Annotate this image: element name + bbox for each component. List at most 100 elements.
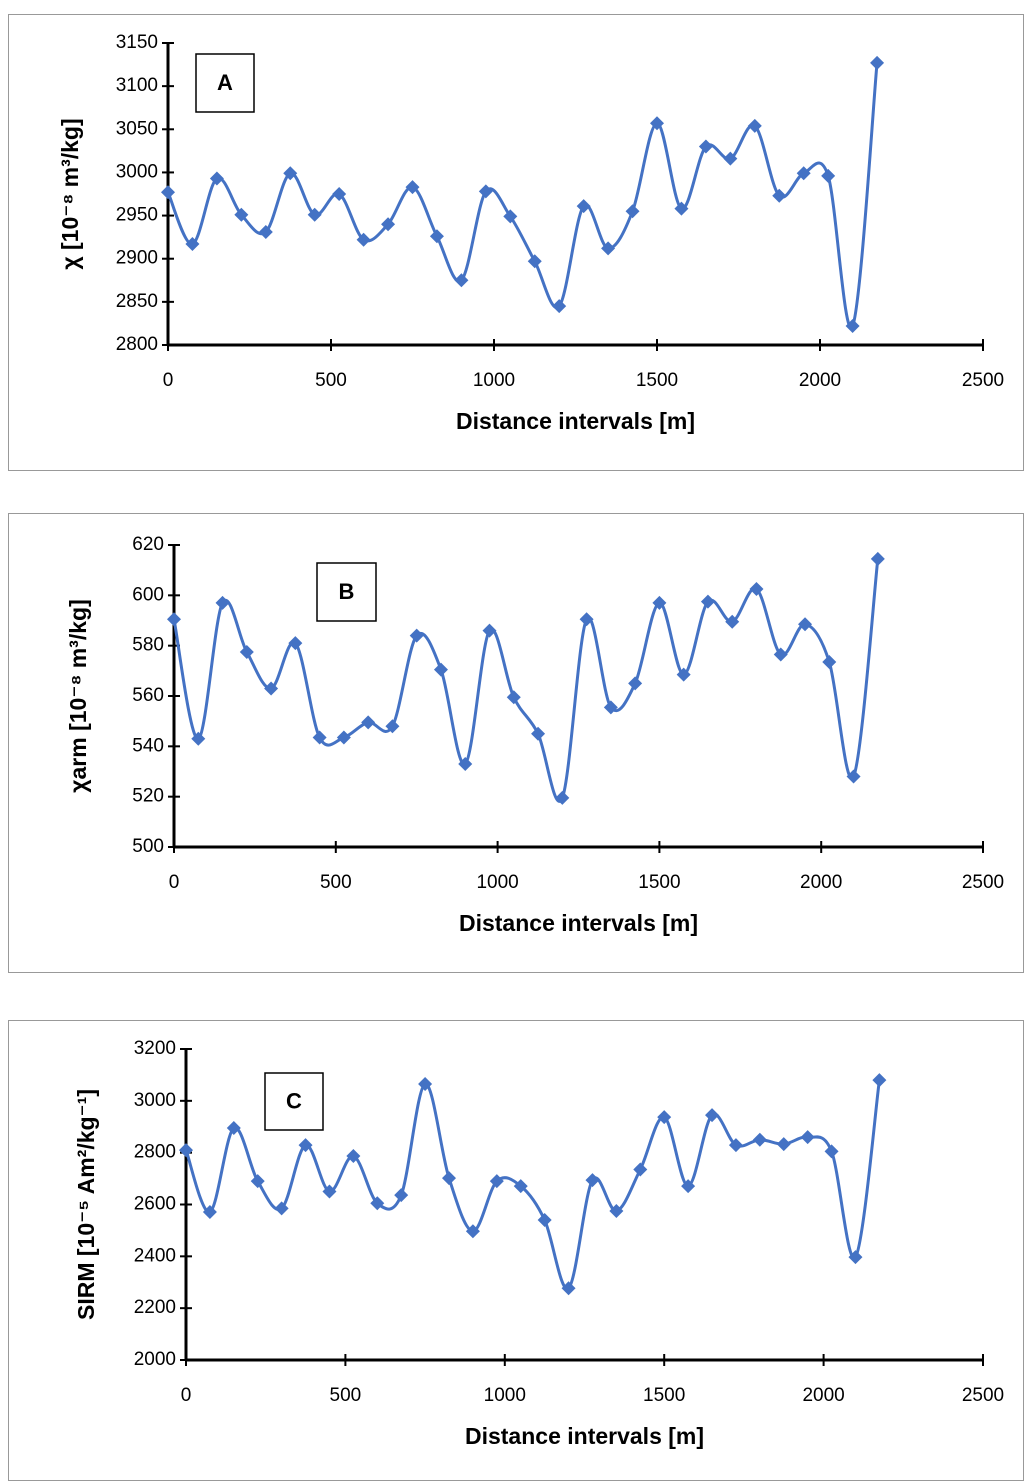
y-tick-label: 2800 xyxy=(134,1142,176,1163)
data-point xyxy=(429,229,444,244)
data-point xyxy=(561,1281,576,1296)
y-tick-label: 2400 xyxy=(134,1245,176,1266)
data-line xyxy=(172,558,880,803)
x-tick-label: 1500 xyxy=(638,872,680,893)
x-tick-label: 1000 xyxy=(473,370,515,391)
annotation-box xyxy=(316,562,377,622)
data-point xyxy=(698,139,713,154)
data-point xyxy=(552,299,567,314)
data-point xyxy=(346,1149,361,1164)
x-tick-label: 2000 xyxy=(802,1385,844,1406)
data-point xyxy=(283,166,298,181)
data-point xyxy=(749,582,764,597)
y-tick-label: 2000 xyxy=(134,1349,176,1370)
x-tick-label: 0 xyxy=(181,1385,192,1406)
data-point xyxy=(191,731,206,746)
data-point xyxy=(361,715,376,730)
x-axis-title: Distance intervals [m] xyxy=(459,910,698,936)
data-point xyxy=(705,1108,720,1123)
data-point xyxy=(465,1224,480,1239)
data-point xyxy=(846,769,861,784)
data-point xyxy=(650,116,664,131)
data-point xyxy=(478,184,493,199)
data-point xyxy=(609,1203,624,1218)
data-point xyxy=(202,1205,217,1220)
data-point xyxy=(681,1179,696,1194)
x-tick-label: 500 xyxy=(330,1385,362,1406)
data-point xyxy=(381,217,396,232)
data-point xyxy=(394,1188,409,1203)
y-tick-label: 3150 xyxy=(116,32,158,53)
data-point xyxy=(845,319,860,334)
y-tick-label: 3100 xyxy=(116,75,158,96)
data-point xyxy=(576,199,591,214)
data-point xyxy=(234,207,249,222)
annotation: A xyxy=(217,70,233,95)
x-tick-label: 2500 xyxy=(962,872,1004,893)
y-tick-label: 580 xyxy=(132,635,164,656)
data-point xyxy=(161,185,175,200)
data-point xyxy=(409,628,424,643)
x-axis-title: Distance intervals [m] xyxy=(456,408,695,434)
data-point xyxy=(336,730,351,745)
data-point xyxy=(433,662,448,677)
data-point xyxy=(312,730,327,745)
data-point xyxy=(179,1143,193,1158)
data-point xyxy=(332,187,347,201)
data-point xyxy=(674,201,689,216)
y-tick-label: 3050 xyxy=(116,118,158,139)
data-point xyxy=(167,612,181,627)
data-point xyxy=(555,790,570,805)
data-point xyxy=(628,676,643,691)
y-tick-label: 2600 xyxy=(134,1194,176,1215)
x-tick-label: 1500 xyxy=(643,1385,685,1406)
data-point xyxy=(239,644,254,659)
x-tick-label: 500 xyxy=(320,872,352,893)
data-point xyxy=(821,168,836,183)
data-point xyxy=(454,273,469,288)
data-point xyxy=(772,188,787,203)
data-point xyxy=(264,681,279,696)
data-point xyxy=(322,1184,337,1199)
data-point xyxy=(725,614,740,629)
data-point xyxy=(356,232,371,247)
y-tick-label: 500 xyxy=(132,836,164,857)
y-tick-label: 600 xyxy=(132,584,164,605)
data-point xyxy=(728,1138,743,1153)
data-point xyxy=(288,636,303,651)
data-point xyxy=(625,204,640,219)
y-axis-title: χ [10⁻⁸ m³/kg] xyxy=(57,118,83,269)
data-point xyxy=(458,756,473,771)
data-point xyxy=(385,719,400,734)
data-point xyxy=(418,1076,433,1091)
x-tick-label: 500 xyxy=(315,370,347,391)
data-point xyxy=(250,1174,265,1189)
data-point xyxy=(633,1162,648,1177)
y-tick-label: 620 xyxy=(132,534,164,555)
data-point xyxy=(870,551,885,566)
data-point xyxy=(824,1144,839,1159)
data-point xyxy=(773,647,788,662)
data-point xyxy=(800,1130,815,1145)
data-point xyxy=(601,241,616,256)
annotation-box xyxy=(195,53,255,113)
data-point xyxy=(482,623,497,638)
y-axis-title: χarm [10⁻⁸ m³/kg] xyxy=(65,599,91,792)
data-point xyxy=(513,1179,528,1194)
x-tick-label: 1500 xyxy=(636,370,678,391)
panel-frame xyxy=(8,14,1024,471)
data-point xyxy=(747,118,762,133)
data-point xyxy=(442,1171,457,1186)
y-tick-label: 2800 xyxy=(116,334,158,355)
data-point xyxy=(489,1174,504,1189)
y-tick-label: 2950 xyxy=(116,205,158,226)
data-point xyxy=(531,726,546,741)
y-tick-label: 3200 xyxy=(134,1038,176,1059)
data-point xyxy=(822,655,837,670)
data-point xyxy=(798,617,813,632)
x-tick-label: 2000 xyxy=(800,872,842,893)
y-tick-label: 2900 xyxy=(116,248,158,269)
data-point xyxy=(870,55,885,70)
data-point xyxy=(370,1196,385,1211)
